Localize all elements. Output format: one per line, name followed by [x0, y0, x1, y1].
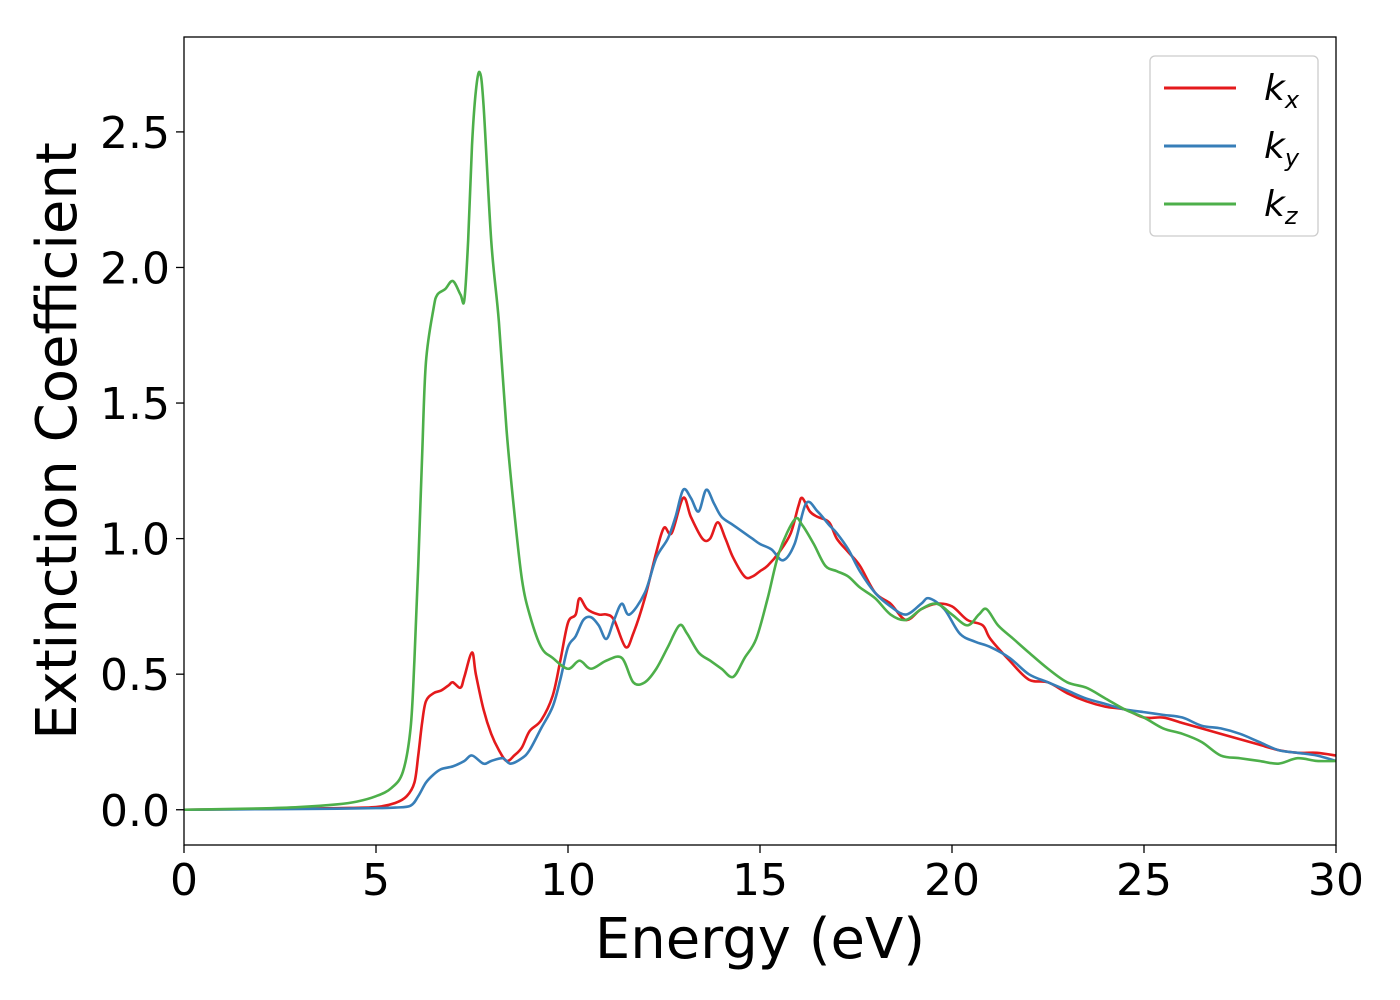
- legend-label-kz: kz: [1264, 184, 1299, 230]
- series-line-kz: [184, 70, 1336, 812]
- y-axis-label: Extinction Coefficient: [25, 142, 90, 740]
- x-tick-label: 30: [1308, 855, 1364, 906]
- x-tick-label: 15: [732, 855, 788, 906]
- x-axis-label: Energy (eV): [595, 907, 925, 972]
- legend-label-ky: ky: [1264, 126, 1300, 172]
- y-axis: 0.0 0.5 1.0 1.5 2.0 2.5: [100, 108, 184, 837]
- y-tick-label: 0.0: [100, 786, 170, 837]
- x-tick-label: 5: [362, 855, 390, 906]
- series-layer: [184, 70, 1336, 812]
- y-tick-label: 2.5: [100, 108, 170, 159]
- x-tick-label: 10: [540, 855, 596, 906]
- y-tick-label: 1.5: [100, 379, 170, 430]
- x-tick-label: 25: [1116, 855, 1172, 906]
- y-tick-label: 0.5: [100, 650, 170, 701]
- x-axis: 0 5 10 15 20 25 30: [170, 845, 1364, 906]
- y-tick-label: 2.0: [100, 243, 170, 294]
- x-tick-label: 20: [924, 855, 980, 906]
- legend-label-kx: kx: [1264, 68, 1300, 114]
- series-line-ky: [184, 487, 1336, 812]
- y-tick-label: 1.0: [100, 515, 170, 566]
- legend: kx ky kz: [1149, 55, 1319, 237]
- x-tick-label: 0: [170, 855, 198, 906]
